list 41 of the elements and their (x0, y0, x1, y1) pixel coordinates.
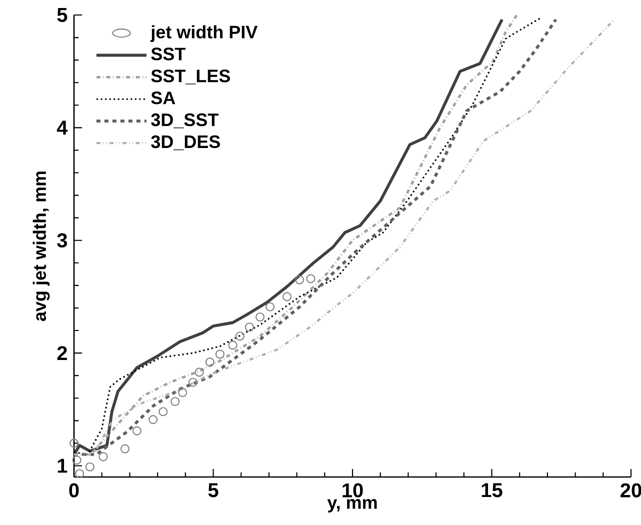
y-tick-label: 5 (57, 8, 68, 22)
point (178, 388, 188, 398)
y-axis-title: avg jet width, mm (32, 172, 50, 321)
point (215, 350, 224, 359)
x-tick-label: 0 (69, 483, 79, 498)
point (266, 302, 275, 312)
y-tick-label: 2 (57, 346, 67, 360)
point (256, 312, 265, 322)
legend-label: 3D_SST (151, 113, 218, 128)
legend-label: jet width PIV (150, 25, 258, 42)
point (282, 292, 292, 302)
point (228, 340, 238, 350)
point (69, 438, 79, 448)
point (244, 322, 254, 332)
point (295, 275, 304, 284)
point (75, 469, 84, 478)
x-tick-label: 5 (208, 483, 218, 498)
x-axis-title: y, mm (327, 499, 377, 512)
point (158, 407, 168, 416)
point (132, 426, 142, 436)
y-tick-label: 4 (56, 120, 68, 135)
point (194, 368, 204, 377)
legend-label: SST_LES (151, 70, 230, 84)
point (98, 452, 108, 462)
point (235, 332, 245, 341)
legend-label: SST (151, 48, 186, 60)
legend-label: SA (151, 92, 176, 104)
legend-label: 3D_DES (151, 135, 220, 150)
point (72, 456, 82, 465)
point (306, 274, 316, 284)
y-tick-label: 3 (57, 233, 68, 248)
point (120, 444, 130, 454)
x-tick-label: 10 (342, 483, 363, 498)
point (170, 396, 180, 406)
point (148, 414, 158, 424)
x-tick-label: 20 (620, 483, 641, 498)
point (85, 462, 94, 472)
point (188, 378, 198, 387)
x-tick-label: 15 (482, 483, 502, 498)
point (205, 358, 214, 367)
y-tick-label: 1 (58, 458, 68, 473)
